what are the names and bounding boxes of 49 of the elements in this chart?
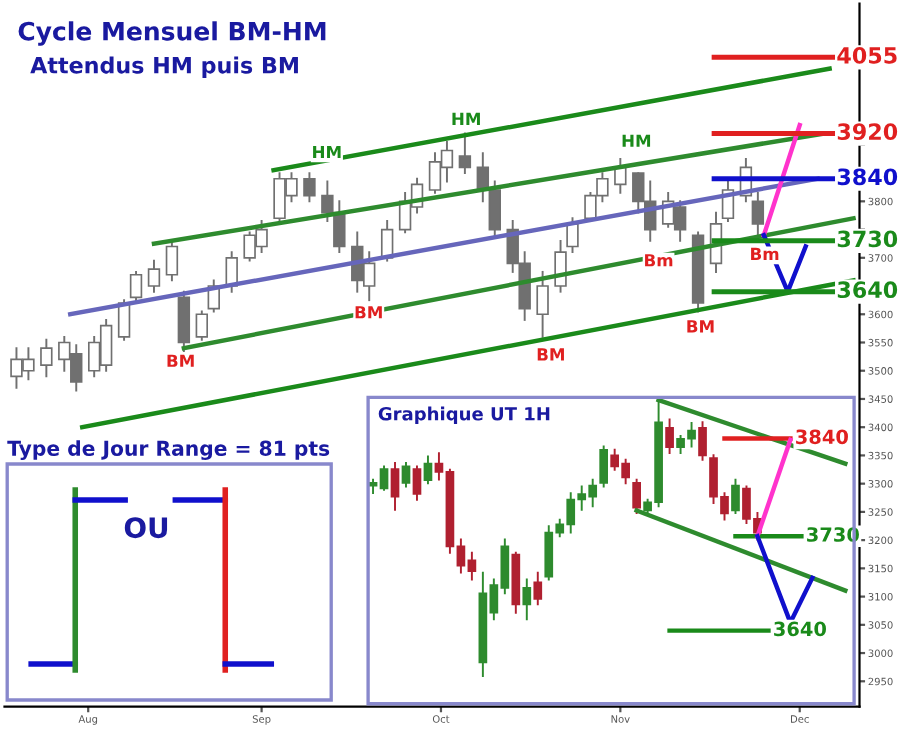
ref-line-label: 3920	[837, 123, 898, 141]
text: Attendus HM puis BM	[30, 56, 298, 78]
candlestick	[423, 455, 433, 485]
candlestick	[401, 462, 411, 488]
candlestick	[488, 180, 501, 239]
candlestick	[177, 290, 191, 352]
annotation: BM	[167, 354, 194, 367]
candlestick	[40, 338, 53, 378]
chart-title: Graphique UT 1H	[378, 406, 550, 425]
candlestick	[165, 239, 179, 282]
annotation: BM	[355, 306, 382, 319]
candlestick	[129, 270, 143, 302]
text: Type de Jour Range = 81 pts	[7, 440, 330, 461]
annotation: HM	[452, 112, 480, 125]
candlestick	[333, 200, 346, 254]
series-label: 3840	[796, 429, 848, 445]
series-label: 3730	[807, 527, 859, 542]
candlestick	[195, 310, 209, 341]
annotation: BM	[687, 320, 714, 333]
annotation: Bm	[645, 254, 673, 267]
series-label: 3640	[774, 621, 827, 637]
candlestick	[632, 478, 641, 514]
ref-line-label: 4055	[837, 46, 897, 64]
ref-line-label: 3730	[837, 230, 898, 248]
candlestick	[536, 270, 549, 338]
candlestick	[303, 172, 316, 203]
text: Cycle Mensuel BM-HM	[18, 21, 326, 46]
candlestick	[321, 180, 334, 223]
candlestick	[731, 478, 740, 514]
candlestick	[751, 191, 765, 239]
ref-line-label: 3640	[837, 281, 898, 299]
candlestick	[458, 132, 472, 175]
candlestick	[390, 462, 400, 511]
candlestick	[412, 465, 422, 501]
candlestick	[614, 158, 627, 194]
annotation: HM	[622, 134, 651, 147]
candlestick	[533, 571, 543, 606]
ref-line-label: 3840	[837, 168, 898, 186]
candlestick	[522, 578, 532, 621]
candlestick	[665, 418, 674, 455]
annotation: Bm	[751, 247, 779, 260]
candlestick	[225, 251, 238, 293]
annotation: BM	[537, 348, 564, 361]
candlestick	[566, 217, 579, 254]
candlestick	[698, 421, 707, 461]
annotation: HM	[313, 145, 341, 159]
candlestick	[147, 259, 161, 293]
annotation: OU	[124, 517, 168, 539]
candlestick	[599, 445, 609, 488]
